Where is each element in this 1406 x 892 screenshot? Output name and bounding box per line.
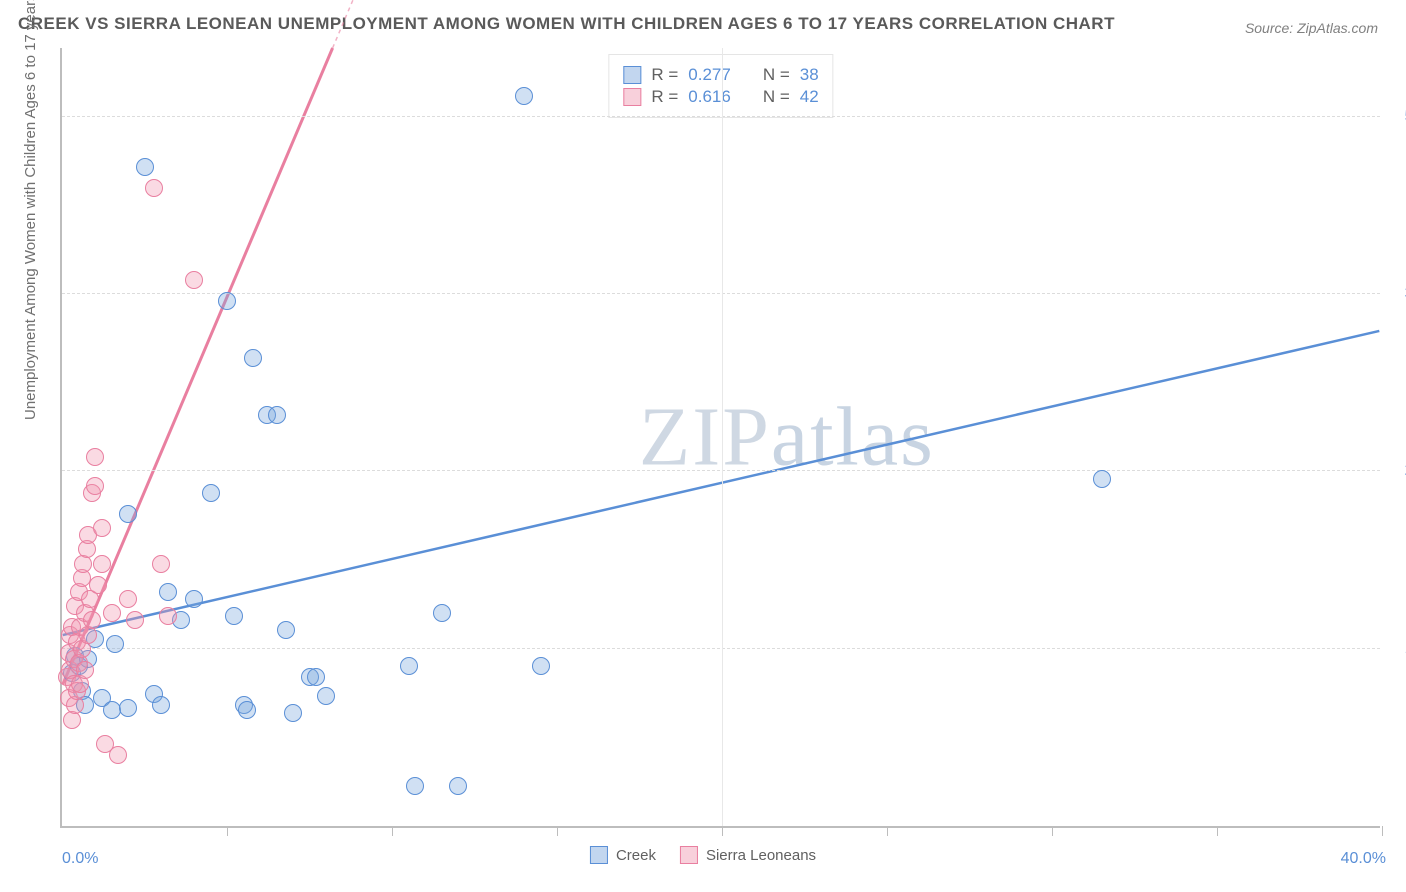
- scatter-point-pink: [86, 477, 104, 495]
- x-tick: [227, 826, 228, 836]
- gridline-horizontal: [62, 116, 1380, 117]
- scatter-point-blue: [317, 687, 335, 705]
- scatter-point-blue: [225, 607, 243, 625]
- swatch-blue-icon: [590, 846, 608, 864]
- y-tick-label: 12.5%: [1390, 640, 1406, 658]
- scatter-point-pink: [159, 607, 177, 625]
- scatter-point-pink: [185, 271, 203, 289]
- legend-row-creek: R = 0.277 N = 38: [623, 65, 818, 85]
- scatter-point-pink: [76, 661, 94, 679]
- scatter-point-blue: [238, 701, 256, 719]
- x-tick: [1052, 826, 1053, 836]
- x-tick: [887, 826, 888, 836]
- legend-row-sierra: R = 0.616 N = 42: [623, 87, 818, 107]
- trend-line-creek: [63, 331, 1380, 635]
- x-axis-max-label: 40.0%: [1341, 850, 1386, 868]
- trend-lines-svg: [62, 48, 1380, 826]
- legend-item-creek: Creek: [590, 846, 656, 864]
- scatter-point-blue: [532, 657, 550, 675]
- source-credit: Source: ZipAtlas.com: [1245, 20, 1378, 36]
- x-tick: [1217, 826, 1218, 836]
- scatter-point-blue: [202, 484, 220, 502]
- scatter-point-blue: [433, 604, 451, 622]
- chart-title: CREEK VS SIERRA LEONEAN UNEMPLOYMENT AMO…: [18, 14, 1115, 34]
- scatter-point-pink: [152, 555, 170, 573]
- scatter-point-blue: [515, 87, 533, 105]
- swatch-pink-icon: [623, 88, 641, 106]
- x-tick: [722, 826, 723, 836]
- scatter-point-blue: [218, 292, 236, 310]
- scatter-point-blue: [284, 704, 302, 722]
- scatter-point-pink: [86, 448, 104, 466]
- scatter-point-pink: [126, 611, 144, 629]
- x-tick: [557, 826, 558, 836]
- gridline-horizontal: [62, 648, 1380, 649]
- scatter-point-pink: [83, 611, 101, 629]
- legend-item-sierra: Sierra Leoneans: [680, 846, 816, 864]
- chart-plot-area: ZIPatlas R = 0.277 N = 38 R = 0.616 N = …: [60, 48, 1380, 828]
- scatter-point-blue: [307, 668, 325, 686]
- legend-correlation: R = 0.277 N = 38 R = 0.616 N = 42: [608, 54, 833, 118]
- x-tick: [392, 826, 393, 836]
- gridline-vertical: [722, 48, 723, 826]
- swatch-pink-icon: [680, 846, 698, 864]
- gridline-horizontal: [62, 470, 1380, 471]
- scatter-point-blue: [119, 699, 137, 717]
- y-axis-label: Unemployment Among Women with Children A…: [22, 0, 39, 420]
- scatter-point-blue: [159, 583, 177, 601]
- y-tick-label: 50.0%: [1390, 108, 1406, 126]
- scatter-point-pink: [93, 555, 111, 573]
- gridline-horizontal: [62, 293, 1380, 294]
- scatter-point-blue: [400, 657, 418, 675]
- y-tick-label: 37.5%: [1390, 285, 1406, 303]
- swatch-blue-icon: [623, 66, 641, 84]
- scatter-point-pink: [109, 746, 127, 764]
- scatter-point-blue: [106, 635, 124, 653]
- scatter-point-blue: [1093, 470, 1111, 488]
- scatter-point-blue: [136, 158, 154, 176]
- scatter-point-blue: [185, 590, 203, 608]
- scatter-point-pink: [93, 519, 111, 537]
- scatter-point-blue: [449, 777, 467, 795]
- y-tick-label: 25.0%: [1390, 462, 1406, 480]
- legend-series: Creek Sierra Leoneans: [590, 846, 816, 864]
- scatter-point-pink: [103, 604, 121, 622]
- scatter-point-pink: [145, 179, 163, 197]
- scatter-point-blue: [277, 621, 295, 639]
- scatter-point-blue: [244, 349, 262, 367]
- scatter-point-blue: [152, 696, 170, 714]
- scatter-point-blue: [268, 406, 286, 424]
- x-tick: [1382, 826, 1383, 836]
- scatter-point-blue: [103, 701, 121, 719]
- scatter-point-blue: [119, 505, 137, 523]
- scatter-point-pink: [89, 576, 107, 594]
- scatter-point-pink: [119, 590, 137, 608]
- scatter-point-blue: [406, 777, 424, 795]
- x-axis-origin-label: 0.0%: [62, 850, 98, 868]
